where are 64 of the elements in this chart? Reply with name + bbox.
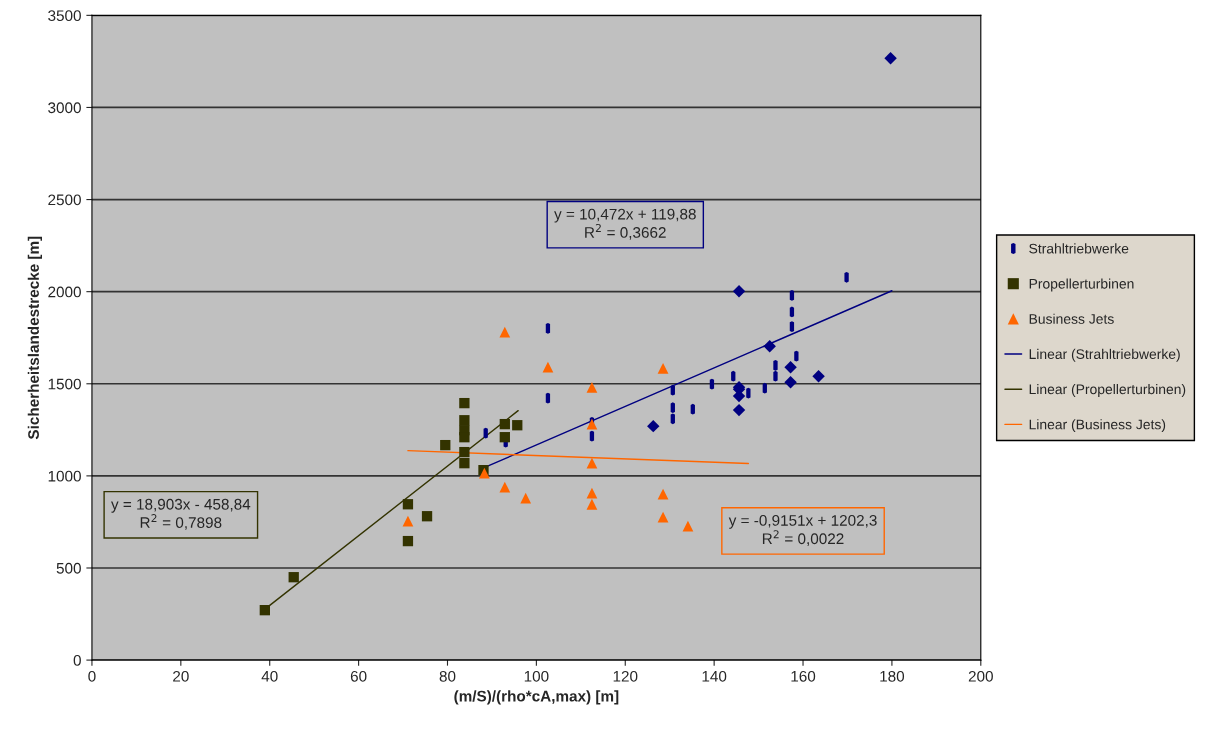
point: [784, 360, 797, 374]
point: [763, 339, 776, 353]
point: [657, 362, 669, 374]
annotation: y = -0,9151x + 1202,3 R$^{2}$ = 0,0022: [728, 514, 877, 546]
point: [884, 52, 897, 65]
x-tick-label: 140: [702, 670, 727, 682]
annotation: y = 10,472x + 119,88 R$^{2}$ = 0,3662: [554, 208, 696, 240]
point: [499, 432, 510, 443]
x-tick-label: 0: [88, 670, 96, 682]
point: [512, 420, 523, 431]
point: [732, 403, 746, 417]
point: [647, 419, 660, 433]
point: [657, 511, 669, 523]
point: [682, 520, 694, 532]
point: [499, 481, 511, 493]
legend-label: Linear (Strahltriebwerke): [1029, 348, 1180, 362]
point: [459, 397, 470, 409]
legend-label: Linear (Business Jets): [1029, 419, 1166, 433]
point: [732, 285, 746, 298]
point: [812, 370, 825, 383]
x-tick-label: 200: [968, 670, 993, 682]
point: [520, 492, 532, 504]
annotation: y = 18,903x - 458,84 R$^{2}$ = 0,7898: [111, 498, 251, 530]
y-tick-label: 3500: [48, 10, 81, 22]
x-tick-label: 60: [350, 670, 367, 682]
point: [288, 572, 299, 583]
x-tick-label: 20: [173, 670, 189, 682]
x-tick-label: 160: [791, 670, 816, 682]
x-tick-label: 180: [880, 670, 905, 682]
point: [402, 515, 414, 527]
point: [402, 535, 414, 547]
point: [440, 439, 451, 451]
point: [586, 498, 598, 510]
legend-label: Linear (Propellerturbinen): [1029, 384, 1186, 397]
point: [459, 446, 470, 458]
x-tick-label: 40: [261, 670, 278, 682]
point: [499, 326, 511, 338]
point: [499, 418, 510, 430]
y-tick-label: 500: [56, 562, 81, 574]
point: [542, 361, 554, 373]
point: [784, 376, 797, 389]
point: [459, 415, 470, 426]
point: [459, 432, 470, 443]
point: [402, 499, 414, 510]
legend-label: Propellerturbinen: [1029, 278, 1134, 292]
point: [459, 458, 470, 469]
y-tick-label: 2000: [48, 286, 81, 298]
legend-label: Business Jets: [1029, 313, 1114, 324]
y-tick-label: 3000: [48, 102, 81, 114]
x-tick-label: 120: [613, 670, 638, 682]
point: [586, 457, 598, 469]
y-tick-label: 1500: [48, 378, 81, 390]
legend-label: Strahltriebwerke: [1029, 243, 1129, 254]
y-tick-label: 1000: [48, 470, 81, 482]
x-tick-label: 80: [439, 670, 456, 682]
y-tick-label: 2500: [48, 194, 81, 206]
point: [586, 487, 598, 499]
y-tick-label: 0: [73, 654, 81, 666]
y-axis-title: Sicherheitslandestrecke [m]: [27, 236, 42, 440]
point: [259, 605, 270, 616]
point: [421, 511, 433, 522]
point: [586, 381, 598, 393]
x-tick-label: 100: [524, 670, 549, 682]
x-axis-title: (m/S)/(rho*cA,max) [m]: [454, 690, 619, 705]
